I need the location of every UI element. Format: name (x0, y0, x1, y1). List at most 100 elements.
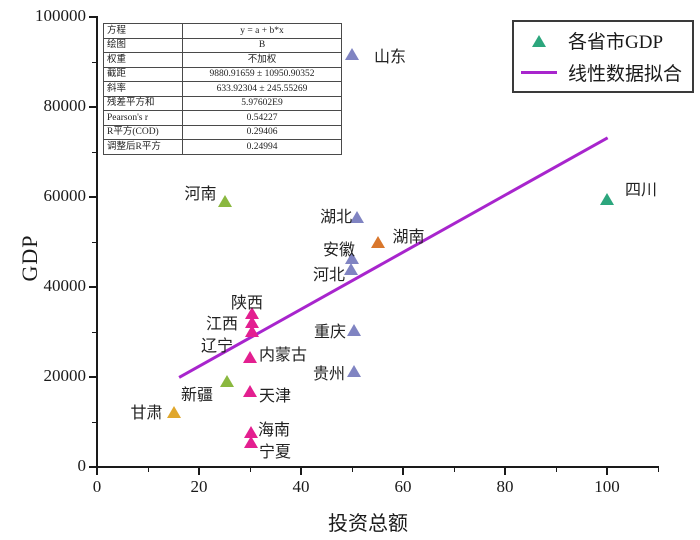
x-tick (198, 468, 200, 475)
scatter-point-marker (245, 325, 260, 338)
y-tick-label: 20000 (43, 366, 87, 385)
scatter-point-label: 陕西 (231, 295, 264, 313)
regression-stats-table: 方程 y = a + b*x 绘图 B 权重 不加权 截距 9880.91659 ± 1095… (103, 23, 342, 155)
stats-row-value: 5.97602E9 (182, 95, 342, 111)
stats-row-label: 方程 (103, 23, 183, 39)
scatter-point-marker (243, 384, 257, 397)
stats-row-value: y = a + b*x (182, 23, 342, 39)
x-minor-tick (147, 468, 149, 472)
y-minor-tick (92, 331, 96, 333)
y-minor-tick (92, 421, 96, 423)
stats-row-value: 不加权 (182, 52, 342, 68)
stats-row-label: Pearson's r (103, 110, 183, 126)
scatter-point-label: 天津 (258, 387, 291, 405)
legend-item: 各省市GDP (520, 26, 686, 56)
scatter-point-label: 贵州 (313, 366, 346, 384)
y-tick-label: 40000 (43, 276, 87, 295)
stats-table-row: 调整后R平方 0.24994 (103, 139, 342, 155)
y-tick (89, 466, 96, 468)
legend: 各省市GDP 线性数据拟合 (512, 20, 694, 93)
scatter-point-marker (166, 406, 181, 419)
stats-table-row: 权重 不加权 (103, 52, 342, 68)
scatter-point-marker (347, 324, 362, 337)
x-tick (96, 468, 98, 475)
stats-row-value: 0.54227 (182, 110, 342, 126)
scatter-point-label: 湖北 (320, 209, 353, 227)
stats-row-label: 调整后R平方 (103, 139, 183, 155)
x-tick (300, 468, 302, 475)
y-tick-label: 60000 (43, 186, 87, 205)
legend-item-label: 各省市GDP (568, 32, 664, 53)
scatter-point-marker (244, 425, 259, 438)
y-minor-tick (92, 61, 96, 63)
stats-table-row: Pearson's r 0.54227 (103, 110, 342, 126)
scatter-point-marker (345, 47, 359, 60)
y-tick-label: 0 (77, 456, 87, 475)
y-tick (89, 196, 96, 198)
x-tick-label: 80 (496, 477, 514, 496)
scatter-point-label: 河北 (312, 267, 345, 284)
y-tick-label: 80000 (43, 96, 87, 115)
legend-item-label: 线性数据拟合 (568, 64, 683, 85)
x-tick-label: 100 (594, 477, 620, 496)
stats-table-row: 方程 y = a + b*x (103, 23, 342, 39)
scatter-point-label: 河南 (184, 186, 217, 204)
scatter-point-marker (600, 193, 614, 206)
scatter-point-label: 湖南 (392, 229, 425, 246)
x-tick (402, 468, 404, 475)
scatter-point-marker (244, 435, 259, 448)
stats-row-label: 绘图 (103, 37, 183, 53)
x-tick (504, 468, 506, 475)
x-tick-label: 40 (292, 477, 310, 496)
x-axis-title: 投资总额 (328, 513, 408, 535)
scatter-point-marker (243, 351, 257, 364)
legend-triangle-icon (520, 34, 558, 47)
stats-table-row: 残差平方和 5.97602E9 (103, 95, 342, 111)
x-minor-tick (453, 468, 455, 472)
stats-row-value: 0.24994 (182, 139, 342, 155)
scatter-point-marker (347, 365, 362, 378)
stats-row-label: 残差平方和 (103, 95, 183, 111)
scatter-point-label: 内蒙古 (258, 347, 307, 365)
y-tick (89, 376, 96, 378)
stats-row-value: B (182, 37, 342, 53)
y-tick (89, 16, 96, 18)
scatter-point-label: 江西 (206, 316, 239, 334)
legend-item: 线性数据拟合 (520, 58, 686, 88)
scatter-point-label: 海南 (258, 421, 291, 439)
scatter-point-label: 新疆 (181, 387, 214, 405)
x-minor-tick (249, 468, 251, 472)
y-minor-tick (92, 241, 96, 243)
scatter-point-marker (217, 195, 232, 208)
stats-table-row: 斜率 633.92304 ± 245.55269 (103, 81, 342, 97)
stats-row-value: 0.29406 (182, 124, 342, 140)
scatter-point-marker (220, 375, 235, 388)
x-minor-tick (351, 468, 353, 472)
scatter-point-marker (343, 263, 358, 275)
stats-row-label: 截距 (103, 66, 183, 82)
scatter-point-label: 四川 (624, 182, 657, 200)
scatter-point-label: 重庆 (314, 324, 347, 342)
stats-row-value: 9880.91659 ± 10950.90352 (182, 66, 342, 82)
scatter-point-marker (350, 211, 365, 224)
x-minor-tick (657, 468, 659, 472)
stats-row-value: 633.92304 ± 245.55269 (182, 81, 342, 97)
y-minor-tick (92, 151, 96, 153)
scatter-point-marker (345, 252, 359, 265)
scatter-point-label: 宁夏 (259, 443, 292, 461)
y-tick-label: 100000 (35, 6, 86, 25)
x-axis-line (95, 466, 659, 468)
stats-table-row: 绘图 B (103, 37, 342, 53)
y-axis-title: GDP (17, 234, 42, 282)
scatter-point-label: 安徽 (322, 242, 355, 260)
stats-row-label: R平方(COD) (103, 124, 183, 140)
x-tick (606, 468, 608, 475)
x-minor-tick (555, 468, 557, 472)
stats-table-row: 截距 9880.91659 ± 10950.90352 (103, 66, 342, 82)
y-tick (89, 286, 96, 288)
y-axis-line (95, 16, 98, 468)
stats-row-label: 斜率 (103, 81, 183, 97)
scatter-point-marker (370, 236, 385, 248)
scatter-point-label: 甘肃 (130, 405, 163, 423)
